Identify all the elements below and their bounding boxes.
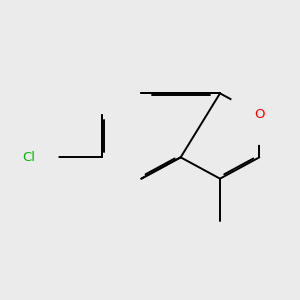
Text: O: O xyxy=(254,108,265,121)
Text: Cl: Cl xyxy=(22,151,35,164)
